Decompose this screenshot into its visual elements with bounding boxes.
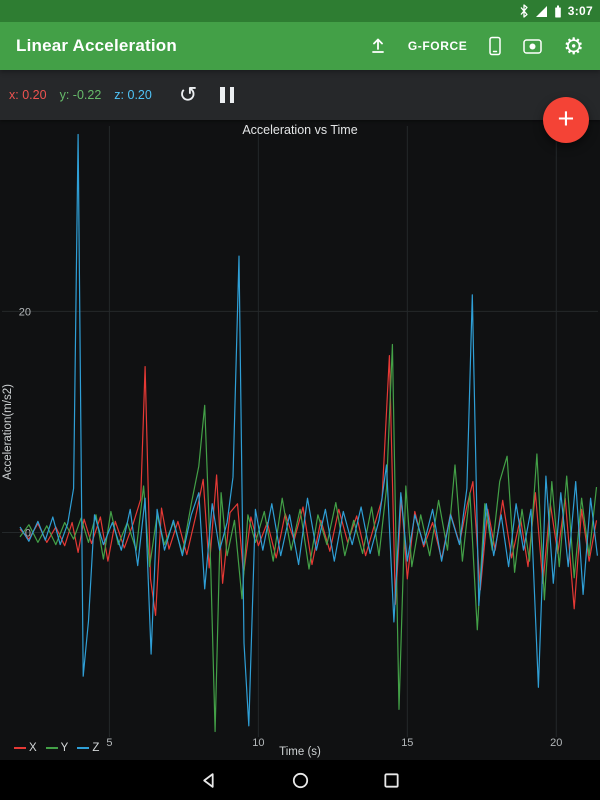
page-title: Linear Acceleration: [16, 36, 177, 55]
clock: 3:07: [567, 4, 593, 18]
device-icon[interactable]: [488, 36, 502, 56]
x-axis-label: Time (s): [279, 746, 321, 758]
signal-icon: [535, 5, 548, 18]
reset-icon[interactable]: ↺: [178, 82, 198, 107]
chart-title: Acceleration vs Time: [242, 123, 358, 137]
legend-swatch: [14, 746, 26, 749]
chart-canvas: 5 10 15 20 0 20: [2, 126, 598, 749]
back-icon[interactable]: [201, 772, 218, 789]
add-fab-button[interactable]: +: [543, 97, 589, 143]
y-axis-label: Acceleration(m/s2): [2, 384, 14, 480]
y-tick-label: 0: [25, 527, 31, 539]
legend-swatch: [77, 746, 90, 749]
app-bar: Linear Acceleration G-FORCE ⚙: [0, 22, 600, 70]
readout-z: z: 0.20: [114, 88, 152, 102]
pause-icon[interactable]: [220, 87, 235, 103]
x-tick-label: 20: [550, 737, 562, 749]
appbar-actions: G-FORCE ⚙: [369, 32, 584, 59]
battery-icon: [554, 5, 562, 18]
sensor-toolbar: x: 0.20 y: -0.22 z: 0.20 ↺: [0, 70, 600, 120]
legend-item-X: X: [14, 742, 37, 754]
y-tick-label: 20: [19, 306, 31, 318]
readout-y: y: -0.22: [59, 88, 102, 102]
legend-item-Z: Z: [77, 742, 99, 754]
x-tick-label: 15: [401, 737, 413, 749]
series-line-Z: [19, 133, 598, 727]
legend-swatch: [45, 746, 58, 749]
x-tick-label: 5: [106, 737, 112, 749]
readout-x: x: 0.20: [9, 88, 47, 102]
recents-icon[interactable]: [383, 772, 400, 789]
bluetooth-icon: [519, 4, 529, 18]
gforce-toggle[interactable]: G-FORCE: [407, 39, 468, 53]
gear-icon[interactable]: ⚙: [563, 32, 584, 59]
status-bar: 3:07: [0, 0, 600, 22]
record-icon[interactable]: [523, 38, 543, 54]
x-tick-label: 10: [252, 737, 264, 749]
upload-icon[interactable]: [369, 37, 387, 55]
series-line-Y: [19, 343, 598, 733]
legend-item-Y: Y: [45, 742, 68, 754]
series-line-X: [19, 355, 598, 616]
home-icon[interactable]: [292, 772, 309, 789]
nav-bar: [0, 760, 600, 800]
chart-panel: Acceleration vs Time Acceleration(m/s2) …: [0, 120, 600, 760]
